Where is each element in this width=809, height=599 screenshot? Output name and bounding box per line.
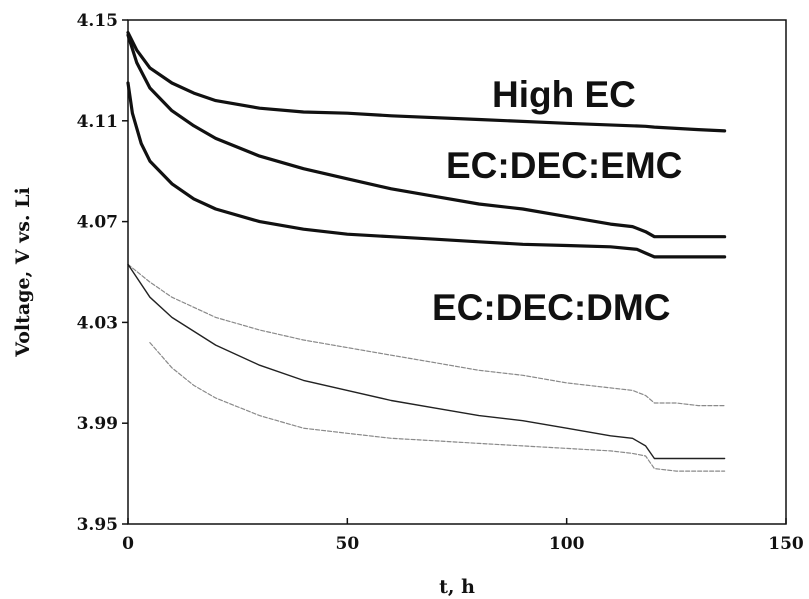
series-line-5 <box>127 263 726 460</box>
annotation-ec-dec-emc: EC:DEC:EMC <box>446 145 682 186</box>
plot-frame <box>127 19 787 525</box>
y-axis-title: Voltage, V vs. Li <box>12 187 34 357</box>
ticks-layer: 0 50 100 150 3.95 3.99 4.03 4.07 4.11 4.15 <box>77 11 804 554</box>
y-tick-label: 3.95 <box>77 515 118 535</box>
annotation-high-ec: High EC <box>492 74 636 115</box>
annotation-ec-dec-dmc: EC:DEC:DMC <box>432 287 670 328</box>
series-layer <box>126 30 727 472</box>
series-line-4 <box>127 263 726 407</box>
series-line-2 <box>126 33 727 239</box>
x-tick-label: 0 <box>122 534 134 554</box>
y-tick-label: 3.99 <box>77 414 118 434</box>
y-tick-label: 4.03 <box>77 313 118 333</box>
series-line-6 <box>149 342 726 472</box>
y-tick-label: 4.15 <box>77 11 118 31</box>
series-line-1 <box>126 30 727 133</box>
x-tick-label: 100 <box>549 534 585 554</box>
series-line-3 <box>126 81 727 259</box>
y-tick-label: 4.11 <box>77 112 118 132</box>
x-tick-label: 150 <box>768 534 804 554</box>
x-tick-label: 50 <box>335 534 359 554</box>
x-axis-title: t, h <box>439 576 475 598</box>
y-tick-label: 4.07 <box>77 213 118 233</box>
